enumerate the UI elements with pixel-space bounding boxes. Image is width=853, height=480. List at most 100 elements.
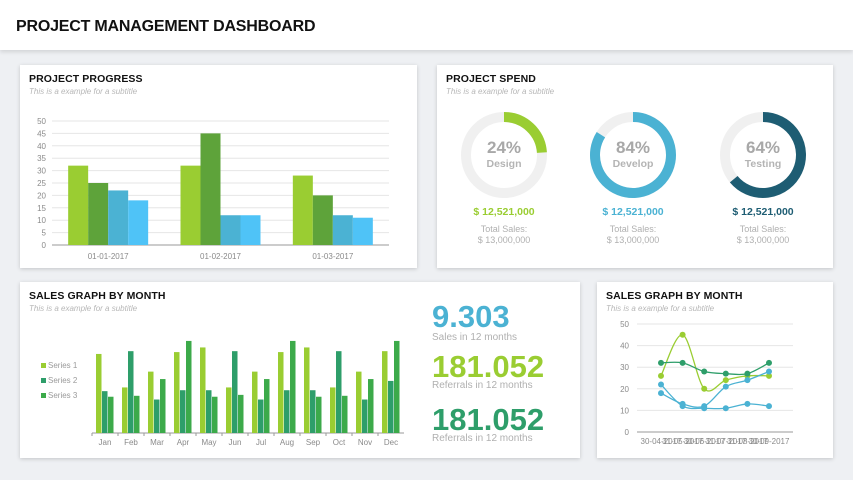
data-point [722, 383, 729, 390]
sales-month-line-card: SALES GRAPH BY MONTH This is a example f… [597, 282, 833, 458]
sales-month-line-subtitle: This is a example for a subtitle [606, 304, 715, 313]
x-tick-label: 01-02-2017 [200, 252, 241, 261]
bar [232, 351, 238, 433]
header-bar: PROJECT MANAGEMENT DASHBOARD [0, 0, 853, 50]
x-tick-label: Feb [124, 438, 138, 447]
bar [148, 371, 154, 433]
spend-amount: $ 12,521,000 [732, 206, 793, 218]
x-tick-label: Aug [280, 438, 294, 447]
y-tick-label: 35 [37, 154, 46, 163]
y-tick-label: 5 [42, 229, 47, 238]
bar [174, 352, 180, 433]
series-line [660, 370, 770, 408]
legend-label: Series 3 [48, 391, 78, 400]
y-tick-label: 40 [37, 142, 46, 151]
x-tick-label: May [201, 438, 216, 447]
donut-arc [590, 112, 676, 198]
kpi-referrals-label: Referrals in 12 months [432, 380, 533, 391]
spend-amount: $ 12,521,000 [602, 206, 663, 218]
x-tick-label: Jun [229, 438, 242, 447]
bar [186, 340, 192, 433]
sales-month-title: SALES GRAPH BY MONTH [29, 290, 166, 302]
project-progress-subtitle: This is a example for a subtitle [29, 87, 138, 96]
sales-month-line-title: SALES GRAPH BY MONTH [606, 290, 743, 302]
bar [108, 396, 114, 433]
kpi-referrals-value-2: 181.052 [432, 402, 545, 437]
bar [200, 133, 221, 245]
bar [128, 200, 149, 245]
y-tick-label: 45 [37, 129, 46, 138]
data-point [722, 370, 729, 377]
bar [290, 340, 296, 433]
data-point [722, 377, 729, 384]
bar [336, 351, 342, 433]
legend-label: Series 2 [48, 376, 78, 385]
donut-arc [729, 112, 806, 198]
bar [200, 347, 206, 433]
bar [122, 387, 128, 433]
sales-month-chart: Series 1 Series 2 Series 3 Jan Feb Mar Apr May J… [41, 340, 404, 447]
bar [180, 390, 186, 433]
data-point [744, 400, 751, 407]
x-tick-label: 30-06-2017 [684, 437, 725, 446]
total-sales-value: $ 13,000,000 [478, 235, 531, 245]
legend-swatch [41, 393, 46, 398]
page-title: PROJECT MANAGEMENT DASHBOARD [16, 18, 316, 35]
bar [352, 217, 373, 245]
bar [252, 371, 258, 433]
y-tick-label: 50 [37, 117, 46, 126]
x-tick-label: 31-05-2017 [662, 437, 703, 446]
bar [160, 379, 166, 433]
data-point [701, 385, 708, 392]
bar [96, 353, 102, 433]
bar [388, 380, 394, 433]
spend-amount: $ 12,521,000 [473, 206, 534, 218]
bar [88, 183, 109, 245]
kpi-referrals-value: 181.052 [432, 349, 545, 384]
total-sales-value: $ 13,000,000 [737, 235, 790, 245]
bar [342, 395, 348, 433]
data-point [658, 359, 664, 366]
bar [332, 215, 353, 245]
y-tick-label: 10 [620, 406, 629, 415]
bar [108, 190, 129, 245]
donut-percent: 64% [746, 138, 780, 157]
bar [368, 379, 374, 433]
bar [278, 352, 284, 433]
y-tick-label: 30 [620, 363, 629, 372]
bar [264, 379, 270, 433]
bar [68, 165, 89, 245]
data-point [679, 359, 686, 366]
data-point [701, 368, 708, 375]
bar [284, 390, 290, 433]
x-tick-label: 30-04-2017 [641, 437, 682, 446]
x-tick-label: Sep [306, 438, 321, 447]
data-point [766, 372, 772, 379]
data-point [658, 381, 664, 388]
y-tick-label: 30 [37, 167, 46, 176]
bar [312, 195, 333, 245]
kpi-sales-label: Sales in 12 months [432, 332, 518, 343]
data-point [744, 377, 751, 384]
series-line [660, 361, 770, 376]
x-tick-label: Oct [333, 438, 346, 447]
bar [292, 175, 313, 245]
total-sales-label: Total Sales: [481, 224, 528, 234]
data-point [766, 368, 772, 375]
bar [128, 351, 134, 433]
project-spend-title: PROJECT SPEND [446, 73, 536, 85]
y-tick-label: 20 [620, 385, 629, 394]
data-point [679, 400, 686, 407]
x-tick-label: Apr [177, 438, 190, 447]
data-point [766, 359, 772, 366]
y-tick-label: 0 [42, 241, 47, 250]
bar [154, 399, 160, 433]
y-tick-label: 40 [620, 342, 629, 351]
bar [238, 394, 244, 433]
total-sales-label: Total Sales: [740, 224, 787, 234]
bar [258, 399, 264, 433]
y-tick-label: 0 [625, 428, 630, 437]
sales-month-subtitle: This is a example for a subtitle [29, 304, 138, 313]
bar [316, 396, 322, 433]
